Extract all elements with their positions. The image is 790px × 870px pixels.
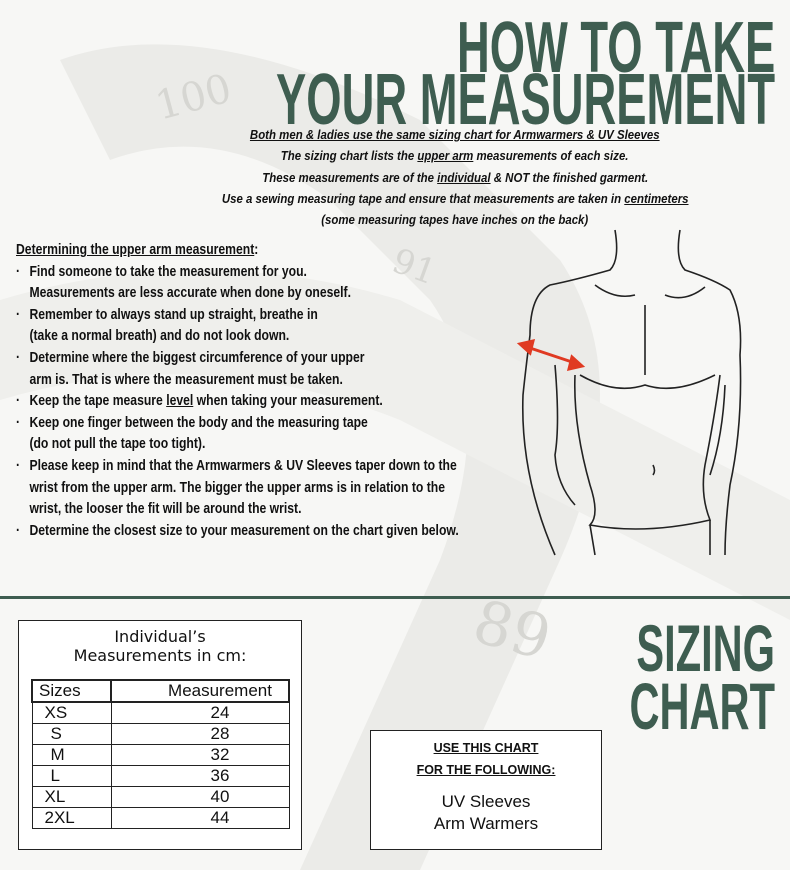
- intro-line: Both men & ladies use the same sizing ch…: [170, 124, 740, 145]
- instruction-line: Remember to always stand up straight, br…: [29, 306, 318, 323]
- instruction-line: Determine where the biggest circumferenc…: [29, 349, 365, 366]
- intro-text-part: & NOT the finished garment.: [490, 169, 648, 185]
- title-line-2: YOUR MEASUREMENT: [276, 60, 775, 140]
- size-cell: XL: [31, 786, 112, 808]
- intro-text-part: upper arm: [417, 148, 474, 164]
- intro-text-part: The sizing chart lists the: [281, 148, 418, 164]
- instruction-item: Find someone to take the measurement for…: [16, 262, 537, 305]
- instruction-item: Keep one finger between the body and the…: [16, 413, 537, 456]
- size-cell: M: [31, 744, 112, 766]
- table-row: M 32: [31, 744, 290, 766]
- usage-heading-2: FOR THE FOLLOWING:: [416, 763, 556, 777]
- usage-box: USE THIS CHART FOR THE FOLLOWING: UV Sle…: [370, 730, 602, 850]
- measurement-cell: 36: [110, 765, 290, 787]
- instructions-heading: Determining the upper arm measurement: [16, 242, 255, 258]
- measurement-cell: 32: [110, 744, 290, 766]
- instruction-line: Keep the tape measure level when taking …: [29, 393, 383, 410]
- instructions: Determining the upper arm measurement: F…: [16, 240, 537, 542]
- size-cell: XS: [31, 701, 112, 724]
- measurement-cell: 28: [110, 723, 290, 745]
- table-row: L 36: [31, 765, 290, 787]
- measurement-arrow: [516, 338, 586, 372]
- instruction-item: Remember to always stand up straight, br…: [16, 305, 537, 348]
- intro-text: Both men & ladies use the same sizing ch…: [170, 124, 740, 230]
- intro-text-part: (some measuring tapes have inches on the…: [321, 212, 589, 228]
- intro-line: Use a sewing measuring tape and ensure t…: [170, 188, 740, 209]
- instruction-item: Keep the tape measure level when taking …: [16, 391, 537, 413]
- section-divider: [0, 596, 790, 599]
- heading-colon: :: [254, 242, 259, 258]
- usage-item: Arm Warmers: [433, 814, 539, 833]
- column-header: Measurement: [110, 679, 290, 703]
- table-row: 2XL 44: [31, 807, 290, 829]
- measurement-cell: 40: [110, 786, 290, 808]
- instruction-line: Determine the closest size to your measu…: [29, 522, 459, 539]
- column-header: Sizes: [31, 679, 112, 703]
- measurement-cell: 24: [110, 701, 290, 724]
- intro-text-part: individual: [436, 169, 491, 185]
- torso-illustration: [516, 229, 742, 556]
- instruction-line: (take a normal breath) and do not look d…: [29, 328, 290, 345]
- table-header-row: Sizes Measurement: [31, 679, 290, 703]
- intro-text-part: measurements of each size.: [473, 148, 629, 164]
- instruction-item: Please keep in mind that the Armwarmers …: [16, 456, 537, 521]
- instruction-line: wrist, the looser the fit will be around…: [29, 501, 302, 518]
- size-cell: 2XL: [31, 807, 112, 829]
- sizing-title-1: SIZING: [636, 611, 775, 685]
- instruction-line: wrist from the upper arm. The bigger the…: [29, 479, 445, 496]
- usage-item: UV Sleeves: [441, 792, 531, 811]
- measurement-cell: 44: [110, 807, 290, 829]
- intro-line: (some measuring tapes have inches on the…: [170, 209, 740, 230]
- size-cell: S: [31, 723, 112, 745]
- instruction-line: arm is. That is where the measurement mu…: [29, 371, 343, 388]
- intro-text-part: Use a sewing measuring tape and ensure t…: [221, 190, 625, 206]
- title-line-1: HOW TO TAKE: [456, 8, 775, 88]
- instruction-line: Keep one finger between the body and the…: [29, 414, 368, 431]
- size-cell: L: [31, 765, 112, 787]
- table-title-1: Individual’s: [114, 627, 206, 646]
- instruction-item: Determine where the biggest circumferenc…: [16, 348, 537, 391]
- size-table: Sizes Measurement XS 24 S 28 M 32 L 36 XL 40 2XL 44: [31, 679, 290, 829]
- usage-heading-1: USE THIS CHART: [433, 741, 539, 755]
- size-table-box: Individual’s Measurements in cm: Sizes Me…: [18, 620, 302, 850]
- table-row: S 28: [31, 723, 290, 745]
- instruction-line: (do not pull the tape too tight).: [29, 436, 206, 453]
- instruction-line: Measurements are less accurate when done…: [29, 285, 351, 302]
- intro-line: These measurements are of the individual…: [170, 167, 740, 188]
- intro-text-part: centimeters: [624, 190, 689, 206]
- table-title-2: Measurements in cm:: [73, 646, 247, 665]
- intro-line: The sizing chart lists the upper arm mea…: [170, 145, 740, 166]
- instruction-list: Find someone to take the measurement for…: [16, 262, 537, 543]
- instruction-item: Determine the closest size to your measu…: [16, 521, 537, 543]
- table-row: XL 40: [31, 786, 290, 808]
- instruction-line: Please keep in mind that the Armwarmers …: [29, 457, 457, 474]
- intro-text-part: Both men & ladies use the same sizing ch…: [250, 127, 660, 142]
- intro-text-part: These measurements are of the: [262, 169, 437, 185]
- sizing-title-2: CHART: [629, 669, 775, 743]
- instruction-line: Find someone to take the measurement for…: [29, 263, 307, 280]
- table-row: XS 24: [31, 701, 290, 724]
